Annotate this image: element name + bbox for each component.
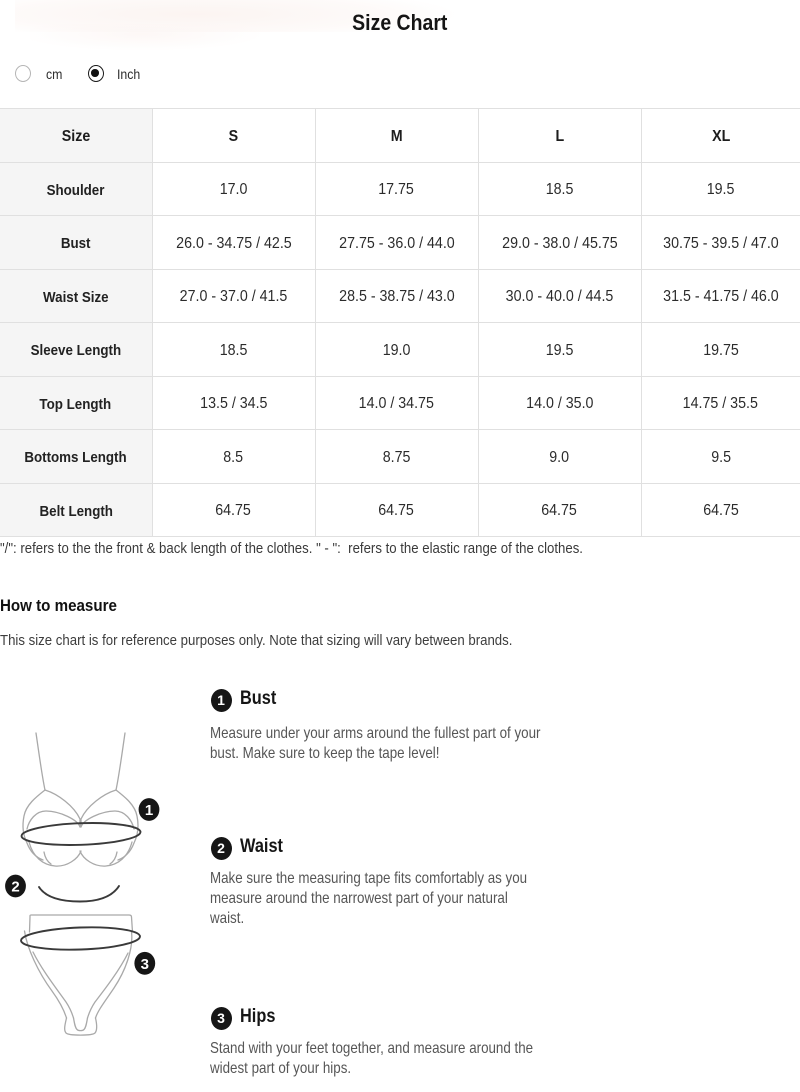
svg-text:1: 1 xyxy=(145,802,153,819)
svg-text:3: 3 xyxy=(141,956,149,973)
svg-text:2: 2 xyxy=(11,879,19,896)
